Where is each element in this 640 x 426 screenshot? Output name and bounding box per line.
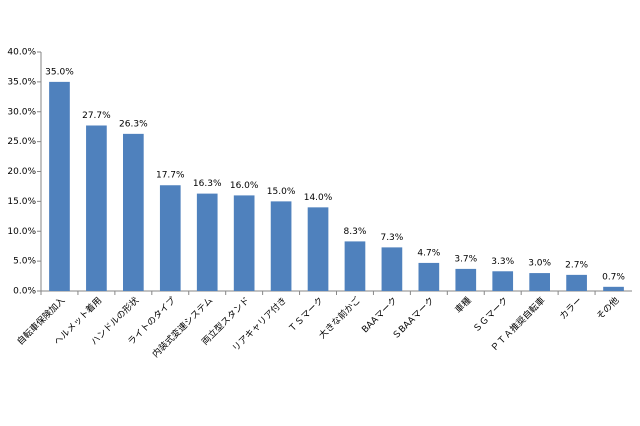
bar: [566, 274, 587, 291]
y-tick-label: 30.0%: [7, 107, 36, 117]
y-tick-label: 15.0%: [7, 197, 36, 207]
y-tick-label: 25.0%: [7, 137, 36, 147]
value-label: 2.7%: [565, 260, 588, 270]
bar: [307, 207, 329, 291]
bar: [196, 193, 218, 291]
value-label: 4.7%: [417, 248, 440, 258]
value-label: 35.0%: [45, 67, 74, 77]
x-tick-label: ＴＳマーク: [286, 295, 326, 335]
bar: [270, 201, 292, 291]
value-label: 7.3%: [380, 233, 403, 243]
bar: [418, 262, 440, 291]
y-tick-label: 0.0%: [13, 287, 36, 297]
y-tick-label: 10.0%: [7, 227, 36, 237]
bar: [86, 125, 107, 292]
bar: [603, 286, 624, 291]
bar: [381, 247, 403, 291]
value-label: 17.7%: [156, 171, 185, 181]
value-label: 0.7%: [602, 272, 625, 282]
x-tick-label: 車種: [452, 294, 473, 315]
x-tick-label: カラー: [558, 295, 585, 322]
y-tick-label: 40.0%: [7, 48, 36, 58]
x-tick-label: 内装式変速システム: [150, 294, 216, 360]
x-tick-label: BAAマーク: [360, 295, 400, 335]
x-tick-label: ＳＧマーク: [471, 295, 511, 335]
bar: [492, 271, 514, 291]
value-label: 27.7%: [82, 111, 111, 121]
value-label: 16.0%: [230, 181, 259, 191]
bar: [233, 195, 255, 291]
value-label: 3.3%: [491, 257, 514, 267]
bar: [529, 273, 550, 291]
bar: [344, 241, 366, 291]
value-label: 3.7%: [454, 254, 477, 264]
bar: [123, 133, 144, 291]
x-tick-label: その他: [594, 294, 622, 322]
value-label: 14.0%: [304, 193, 333, 203]
value-label: 16.3%: [193, 179, 222, 189]
value-label: 15.0%: [267, 187, 296, 197]
y-tick-label: 20.0%: [7, 167, 36, 177]
value-label: 8.3%: [344, 227, 367, 237]
value-label: 26.3%: [119, 119, 148, 129]
bar: [49, 81, 70, 291]
y-tick-label: 5.0%: [13, 257, 36, 267]
y-tick-label: 35.0%: [7, 77, 36, 87]
value-label: 3.0%: [528, 259, 551, 269]
bar: [159, 185, 181, 291]
bar: [455, 268, 477, 291]
